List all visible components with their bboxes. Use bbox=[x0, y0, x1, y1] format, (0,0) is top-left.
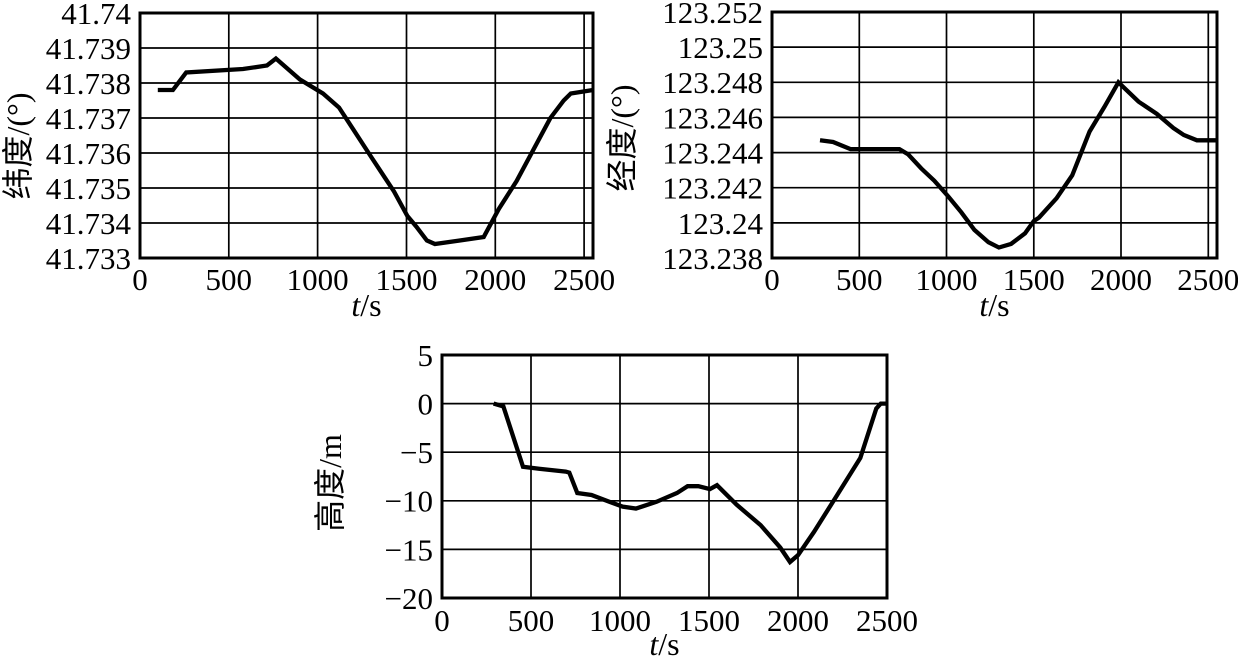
y-tick-label: 0 bbox=[418, 386, 434, 421]
x-tick-label: 0 bbox=[764, 262, 780, 297]
longitude-plot-border bbox=[770, 10, 1219, 260]
y-tick-label: 41.74 bbox=[61, 0, 131, 31]
y-tick-label: 41.738 bbox=[46, 66, 131, 101]
y-tick-label: 123.246 bbox=[662, 100, 763, 135]
altitude-plot-border bbox=[440, 353, 889, 600]
y-tick-label: 41.734 bbox=[46, 206, 132, 241]
latitude-chart: 41.73341.73441.73541.73641.73741.73841.7… bbox=[0, 0, 615, 323]
longitude-series-line bbox=[819, 78, 1217, 250]
y-tick-label: 123.244 bbox=[662, 135, 763, 170]
y-tick-label: 41.737 bbox=[46, 101, 131, 136]
y-tick-label: 123.248 bbox=[662, 65, 763, 100]
x-tick-label: 2000 bbox=[1090, 262, 1152, 297]
latitude-plot-border bbox=[138, 11, 595, 260]
y-tick-label: 123.25 bbox=[678, 30, 763, 65]
altitude-x-axis-label: t/s bbox=[649, 626, 679, 662]
x-tick-label: 2500 bbox=[856, 603, 918, 638]
longitude-x-axis-label: t/s bbox=[979, 287, 1009, 323]
y-tick-label: −20 bbox=[385, 581, 433, 616]
x-tick-label: 1000 bbox=[916, 262, 978, 297]
y-tick-label: −5 bbox=[400, 435, 433, 470]
y-tick-label: 123.252 bbox=[662, 0, 763, 30]
y-tick-label: 123.24 bbox=[678, 206, 764, 241]
x-tick-label: 500 bbox=[508, 603, 555, 638]
y-tick-label: 41.739 bbox=[46, 31, 131, 66]
x-tick-label: 500 bbox=[206, 262, 253, 297]
y-tick-label: 41.735 bbox=[46, 171, 131, 206]
x-tick-label: 500 bbox=[836, 262, 883, 297]
x-tick-label: 0 bbox=[132, 262, 148, 297]
latitude-x-axis-label: t/s bbox=[351, 287, 381, 323]
altitude-y-axis-label: 高度/m bbox=[312, 434, 348, 532]
altitude-series-line bbox=[492, 401, 887, 566]
y-tick-label: 123.242 bbox=[662, 171, 763, 206]
altitude-chart: −20 −15 −10 −5 0 5 0 500 1000 1500 2000 2500 高度/m t/s bbox=[312, 338, 918, 662]
latitude-y-axis-label: 纬度/(°) bbox=[0, 92, 36, 199]
y-tick-label: −10 bbox=[385, 484, 433, 519]
x-tick-label: 1500 bbox=[376, 262, 438, 297]
x-tick-label: 2500 bbox=[1177, 262, 1238, 297]
x-tick-label: 1500 bbox=[1003, 262, 1065, 297]
y-tick-label: 41.736 bbox=[46, 136, 131, 171]
x-tick-label: 0 bbox=[434, 603, 450, 638]
y-tick-label: −15 bbox=[385, 532, 433, 567]
x-tick-label: 2000 bbox=[767, 603, 829, 638]
x-tick-label: 2500 bbox=[553, 262, 615, 297]
latitude-series-line bbox=[157, 55, 594, 247]
y-tick-label: 5 bbox=[418, 338, 434, 373]
x-tick-label: 1000 bbox=[287, 262, 349, 297]
y-tick-label: 123.238 bbox=[662, 241, 763, 276]
longitude-chart: 123.238123.24123.242123.244123.246123.24… bbox=[604, 0, 1238, 323]
longitude-y-axis-label: 经度/(°) bbox=[604, 84, 640, 191]
y-tick-label: 41.733 bbox=[46, 241, 131, 276]
x-tick-label: 1000 bbox=[589, 603, 651, 638]
x-tick-label: 1500 bbox=[678, 603, 740, 638]
x-tick-label: 2000 bbox=[464, 262, 526, 297]
